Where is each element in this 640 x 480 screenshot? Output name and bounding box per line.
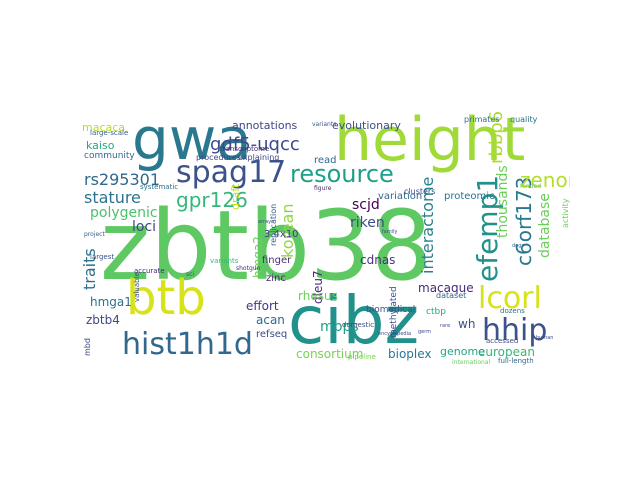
word-accurate: accurate <box>134 267 165 275</box>
word-sci: sci <box>186 271 195 278</box>
word-family: family <box>382 229 398 235</box>
word-acan: acan <box>256 313 285 327</box>
word-mbps: mbps <box>320 319 359 335</box>
word-activity: activity <box>561 198 570 229</box>
word-wh: wh <box>458 317 476 331</box>
word-shotgun: shotgun <box>236 265 261 272</box>
word-spag17: spag17 <box>176 155 287 190</box>
word-lcorl: lcorl <box>478 281 542 316</box>
word-evolutionary: evolutionary <box>332 119 401 132</box>
word-annotations: annotations <box>232 119 298 132</box>
word-zbtb4: zbtb4 <box>86 313 120 327</box>
word-bioplex: bioplex <box>388 347 432 361</box>
word-human: human <box>536 335 554 341</box>
word-database: database <box>537 193 553 258</box>
word-dogs: dogs <box>512 243 525 249</box>
word-ctbp: ctbp <box>426 307 446 317</box>
word-largest: largest <box>90 253 115 261</box>
word-rare: rare <box>440 323 451 329</box>
word-funded: funded <box>520 183 542 190</box>
word-consortium: consortium <box>296 347 364 361</box>
word-refseq: refseq <box>256 329 288 340</box>
word-germ: germ <box>418 329 432 335</box>
word-cibz: cibz <box>288 282 420 359</box>
word-accessed: accessed <box>486 337 519 345</box>
word-biomedical: biomedical <box>366 305 416 315</box>
word-cloud: zbtb38 cibz height gwa btb hist1h1d spag… <box>80 106 570 372</box>
word-height: height <box>334 106 526 175</box>
word-effort: effort <box>246 299 279 313</box>
word-stature: stature <box>84 188 141 207</box>
word-resource: resource <box>290 160 394 188</box>
word-variants-a: variants <box>210 257 239 265</box>
word-hist1h1d: hist1h1d <box>122 327 253 362</box>
word-valuable: valuable <box>133 272 141 302</box>
word-full-length: full-length <box>498 357 534 365</box>
word-rs295301: rs295301 <box>84 170 160 189</box>
word-draft: draft <box>229 183 242 210</box>
word-dozens: dozens <box>500 307 525 315</box>
word-thousands: thousands <box>495 165 511 238</box>
word-rhesus: rhesus <box>298 289 338 303</box>
word-figure: figure <box>314 185 332 192</box>
word-hhip: hhip <box>482 313 548 348</box>
word-primates: primates <box>464 115 500 124</box>
word-3-4x10: 3.4x10 <box>264 229 299 240</box>
word-variation: variation <box>378 191 423 202</box>
word-community: community <box>84 151 135 161</box>
word-riken: riken <box>350 215 385 231</box>
word-mbd: mbd <box>83 338 92 356</box>
word-large-scale: large-scale <box>90 129 129 137</box>
word-procedures: procedures <box>196 153 241 162</box>
word-zenon: zenon <box>520 168 570 192</box>
word-btb: btb <box>126 270 206 326</box>
word-systematic: systematic <box>140 183 179 191</box>
word-cdnas: cdnas <box>360 253 396 267</box>
word-macaque: macaque <box>418 281 474 295</box>
word-transcriptome: transcriptome <box>220 145 270 153</box>
word-explaining: explaining <box>238 153 280 162</box>
word-proteomic: proteomic <box>444 191 495 202</box>
word-arrays: arrays <box>258 219 274 225</box>
word-encyclopedia: encyclopedia <box>378 331 412 337</box>
word-clusters: clusters <box>404 187 436 196</box>
word-genome: genome <box>440 345 485 358</box>
word-gwa: gwa <box>132 106 252 173</box>
word-quality: quality <box>510 115 538 124</box>
word-zbtb38: zbtb38 <box>100 190 433 302</box>
word-finger: finger <box>262 255 292 266</box>
word-gpr126: gpr126 <box>176 188 248 212</box>
word-dataset: dataset <box>436 291 467 300</box>
word-read: read <box>314 155 337 166</box>
word-project: project <box>84 231 105 238</box>
word-international: international <box>452 359 491 366</box>
word-macaca: macaca <box>82 121 126 134</box>
word-domestic: domestic <box>342 321 375 329</box>
word-zinc: zinc <box>266 273 286 284</box>
word-hmga1: hmga1 <box>90 295 132 309</box>
word-variants-b: variants <box>312 121 337 128</box>
word-european: european <box>478 345 535 359</box>
word-kaiso: kaiso <box>86 139 115 152</box>
word-gdf5-uqcc: gdf5-uqcc <box>210 134 300 155</box>
word-pipeline: pipeline <box>348 353 376 361</box>
word-scjd: scjd <box>352 197 380 213</box>
word-polygenic: polygenic <box>90 205 158 221</box>
word-loci: loci <box>132 219 157 235</box>
